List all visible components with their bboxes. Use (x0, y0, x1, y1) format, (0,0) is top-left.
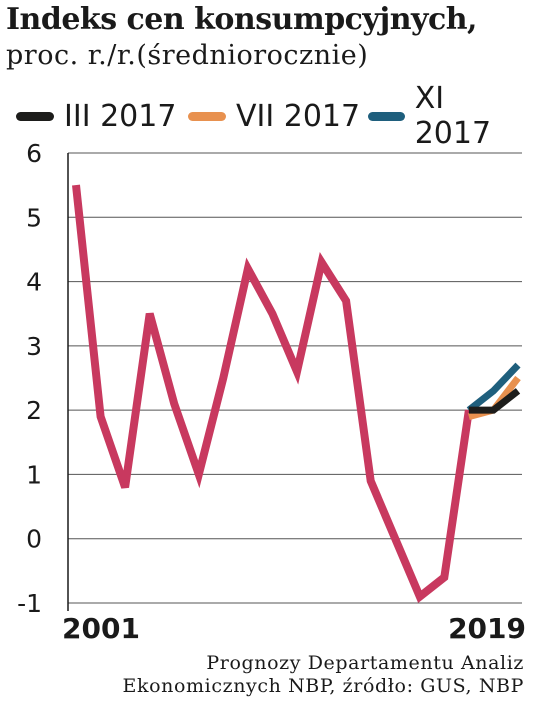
legend-item-vii-2017: VII 2017 (188, 96, 360, 136)
x-tick-label-end: 2019 (448, 612, 526, 645)
legend-swatch-vii-2017 (188, 111, 226, 121)
legend-label-xi-2017: XI 2017 (414, 81, 492, 151)
x-tick-label-start: 2001 (62, 612, 140, 645)
legend-item-iii-2017: III 2017 (16, 96, 176, 136)
y-tick-label-0: 0 (26, 525, 42, 554)
legend: III 2017 VII 2017 XI 2017 (16, 81, 526, 151)
legend-item-xi-2017: XI 2017 (368, 81, 526, 151)
y-tick-label-6: 6 (26, 139, 42, 168)
legend-label-vii-2017: VII 2017 (236, 98, 361, 134)
legend-label-iii-2017: III 2017 (64, 98, 177, 134)
y-tick-label-5: 5 (26, 203, 42, 232)
series-line-history (72, 184, 473, 603)
source-line-1: Prognozy Departamentu Analiz (206, 652, 524, 674)
source-line-2: Ekonomicznych NBP, źródło: GUS, NBP (122, 675, 524, 697)
y-tick-label-neg1: -1 (17, 589, 42, 618)
y-tick-label-2: 2 (26, 396, 42, 425)
chart-title: Indeks cen konsumpcyjnych, (6, 2, 477, 37)
y-tick-label-1: 1 (26, 460, 42, 489)
series-line-xi-2017 (466, 362, 521, 413)
legend-swatch-iii-2017 (16, 111, 54, 121)
y-tick-label-4: 4 (26, 268, 42, 297)
chart-subtitle: proc. r./r.(średniorocznie) (6, 40, 369, 71)
legend-swatch-xi-2017 (368, 111, 405, 121)
y-tick-label-3: 3 (26, 332, 42, 361)
source-note: Prognozy Departamentu Analiz Ekonomiczny… (123, 652, 524, 698)
series-line-iii-2017 (468, 388, 521, 414)
